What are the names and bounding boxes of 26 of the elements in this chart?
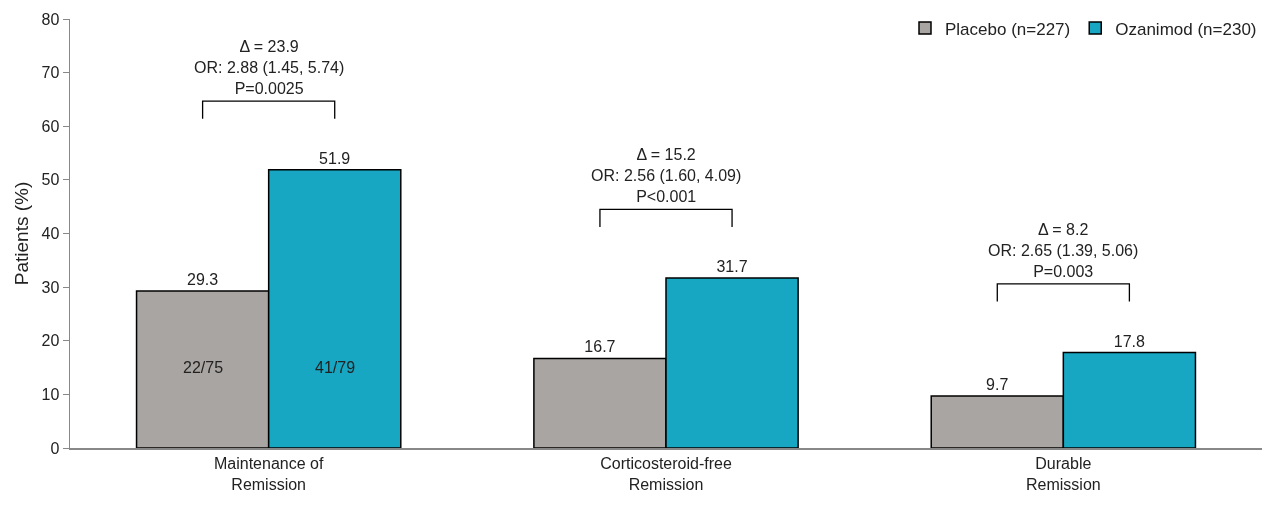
x-tick-label: Maintenance of Remission xyxy=(213,454,324,493)
data-label: 9.7 xyxy=(986,375,1009,393)
y-tick-label: 70 xyxy=(41,64,60,82)
legend-label: Ozanimod (n=230) xyxy=(1115,19,1257,39)
y-tick-label: 10 xyxy=(41,385,60,403)
y-tick-label: 60 xyxy=(41,117,60,135)
data-label: 29.3 xyxy=(186,270,219,288)
annotation: 41/79 xyxy=(315,359,356,376)
legend-label: Placebo (n=227) xyxy=(945,19,1071,39)
data-label: 31.7 xyxy=(716,258,748,276)
annotation: Δ = 15.2 OR: 2.56 (1.60, 4.09) P<0.001 xyxy=(591,146,742,205)
y-tick-label: 30 xyxy=(41,278,60,296)
y-tick-label: 80 xyxy=(41,10,60,28)
x-tick-label: Corticosteroid-free Remission xyxy=(600,454,732,493)
annotation: Δ = 8.2 OR: 2.65 (1.39, 5.06) P=0.003 xyxy=(988,221,1139,280)
data-label: 17.8 xyxy=(1113,332,1146,350)
x-tick-label: Durable Remission xyxy=(1025,454,1101,493)
y-tick-label: 40 xyxy=(41,225,60,243)
y-axis-title: Patients (%) xyxy=(10,181,32,286)
data-label: 16.7 xyxy=(584,338,616,356)
annotation: 22/75 xyxy=(183,359,224,376)
annotation: Δ = 23.9 OR: 2.88 (1.45, 5.74) P=0.0025 xyxy=(194,38,345,97)
y-tick-label: 50 xyxy=(41,171,60,189)
y-tick-label: 0 xyxy=(50,439,60,457)
y-tick-label: 20 xyxy=(41,332,60,350)
data-label: 51.9 xyxy=(319,149,351,167)
